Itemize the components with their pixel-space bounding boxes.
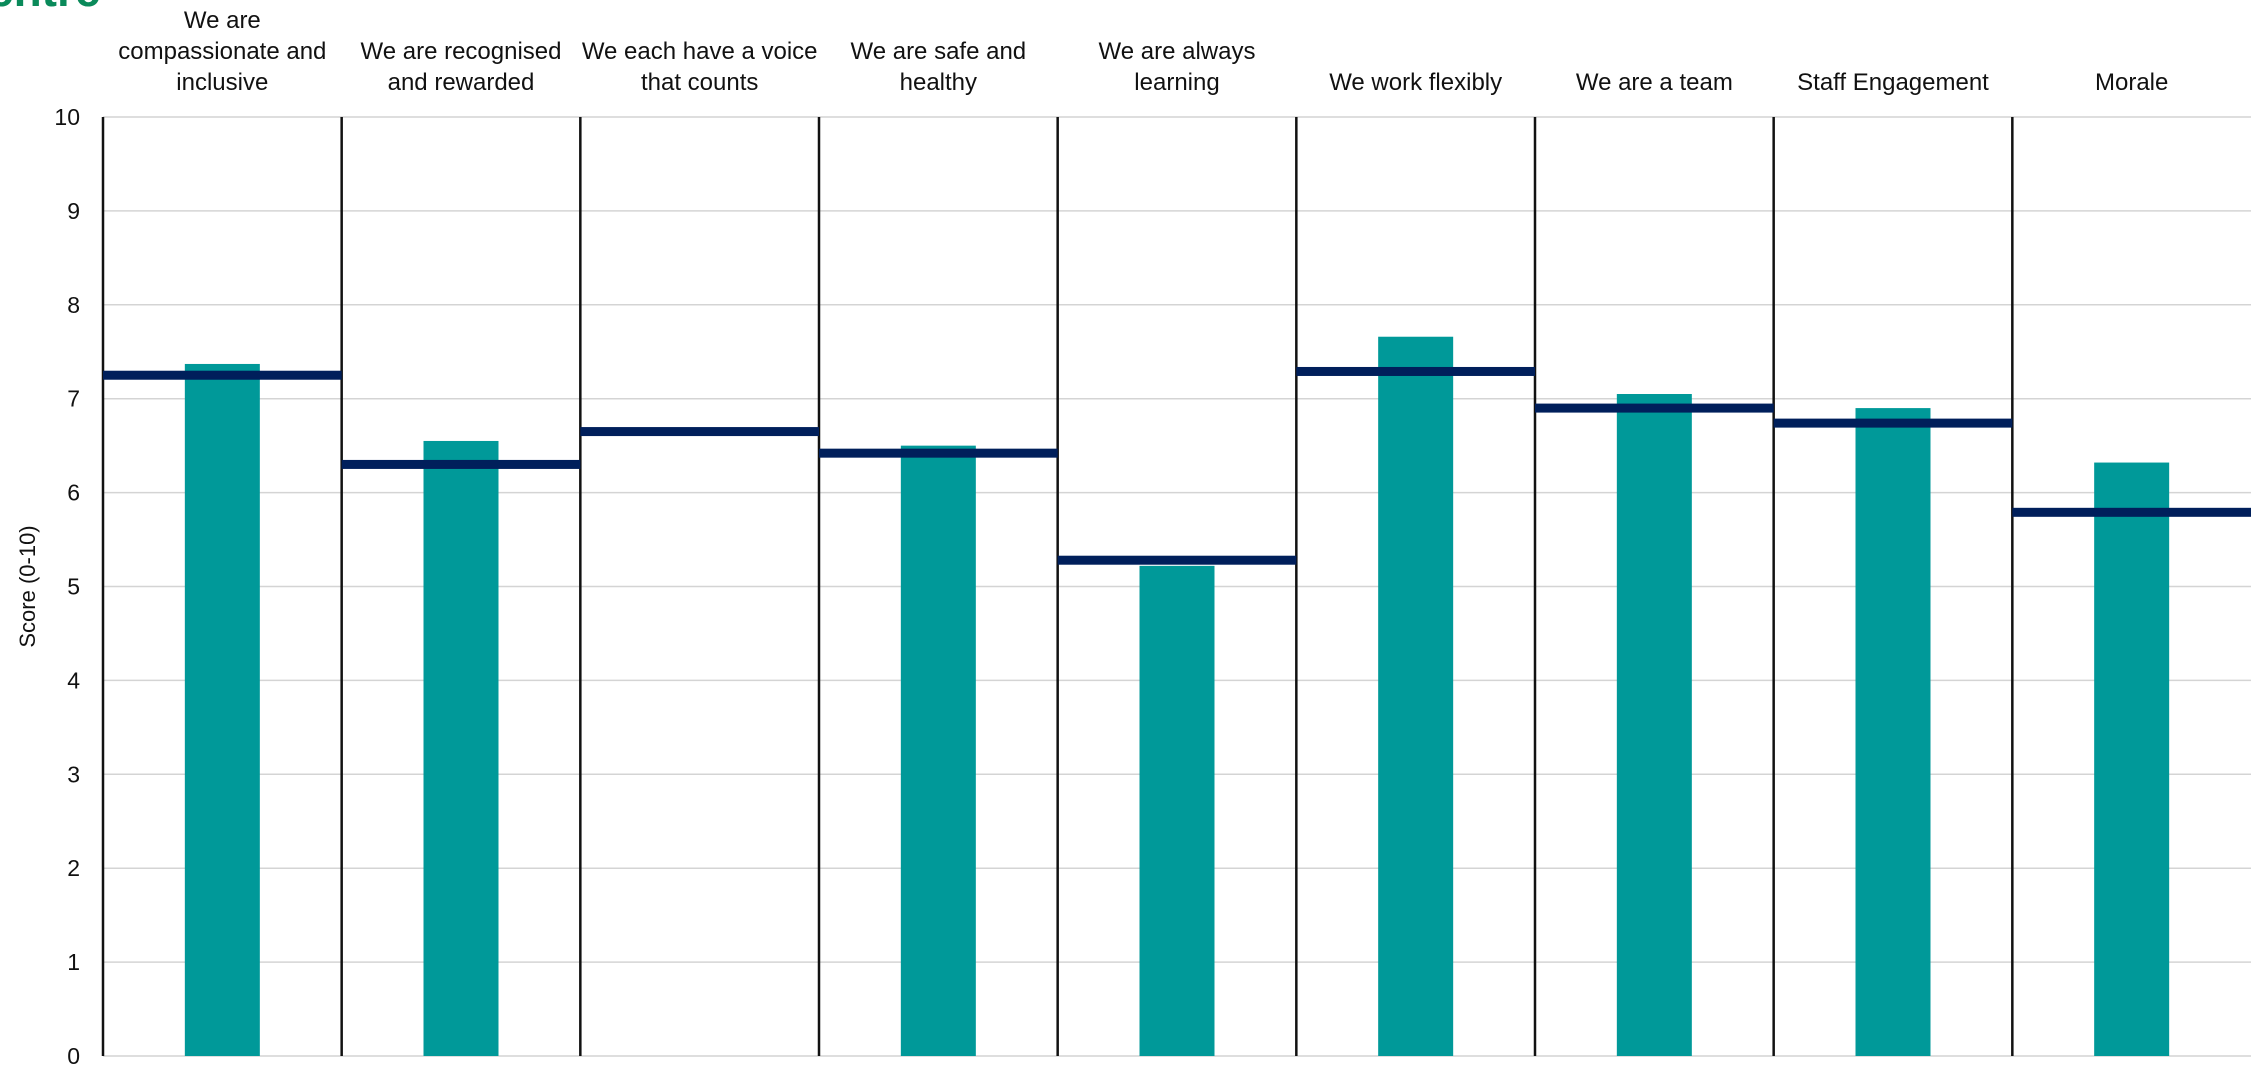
category-label: We are a team: [1576, 69, 1733, 96]
y-tick-label: 5: [67, 574, 80, 600]
y-tick-label: 2: [67, 855, 80, 881]
marker-line: [2012, 507, 2251, 517]
marker-series: [103, 366, 2251, 565]
category-label: Staff Engagement: [1797, 69, 1989, 96]
y-axis-title: Score (0-10): [15, 525, 40, 647]
marker-line: [580, 427, 819, 437]
bar: [2094, 462, 2170, 1056]
category-label: We work flexibly: [1329, 69, 1502, 96]
bar: [1378, 336, 1454, 1056]
marker-line: [1296, 366, 1535, 376]
y-tick-label: 6: [67, 480, 80, 506]
category-label: We are safe and healthy: [850, 38, 1026, 96]
marker-line: [819, 448, 1058, 458]
bar-series: [184, 336, 2170, 1057]
bar: [1616, 394, 1692, 1056]
y-tick-label: 3: [67, 761, 80, 787]
y-tick-label: 7: [67, 386, 80, 412]
y-tick-label: 8: [67, 292, 80, 318]
y-tick-label: 1: [67, 949, 80, 975]
marker-line: [1535, 403, 1774, 413]
bar: [1139, 565, 1215, 1056]
marker-line: [1057, 555, 1297, 565]
category-label: We are compassionate and inclusive: [118, 7, 326, 96]
y-tick-label: 9: [67, 198, 80, 224]
bar: [1855, 408, 1931, 1057]
bar: [423, 440, 499, 1057]
category-dividers: [101, 117, 2014, 1056]
logo-text: entre: [0, 0, 100, 16]
category-labels: We are compassionate and inclusive We are r…: [118, 7, 2168, 96]
bar: [900, 445, 976, 1056]
category-label: Morale: [2095, 69, 2168, 96]
y-tick-label: 10: [54, 104, 80, 130]
y-tick-label: 0: [67, 1043, 80, 1067]
category-label: We are always learning: [1099, 38, 1256, 96]
marker-line: [341, 459, 581, 469]
y-axis: 0 1 2 3 4 5 6 7 8 9 10: [54, 104, 80, 1067]
bar: [184, 363, 260, 1056]
marker-line: [1773, 418, 2013, 428]
y-tick-label: 4: [67, 667, 80, 693]
category-label: We each have a voice that counts: [582, 38, 818, 96]
category-label: We are recognised and rewarded: [361, 38, 562, 96]
marker-line: [103, 370, 342, 380]
